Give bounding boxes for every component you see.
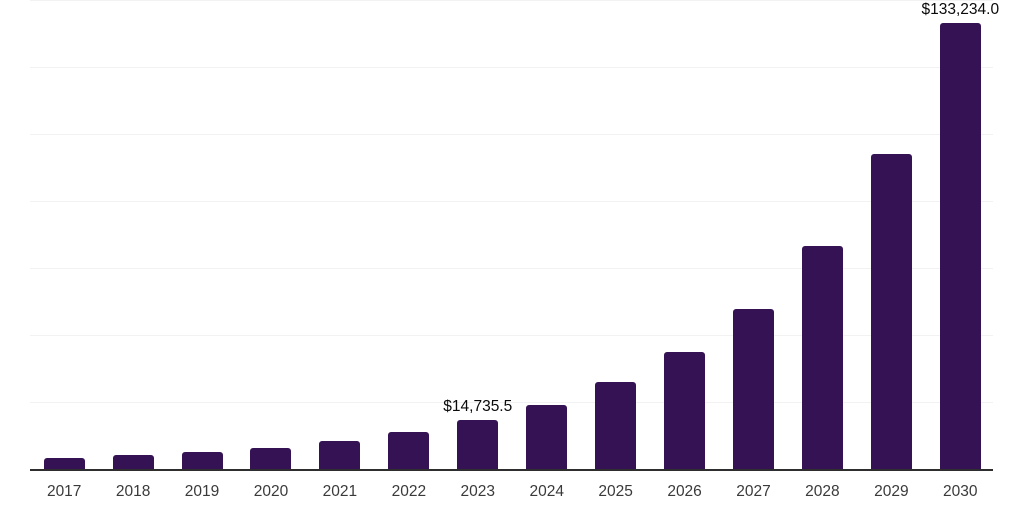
x-tick-label-2027: 2027 [736, 483, 771, 500]
bar-2030 [939, 22, 981, 469]
gridline [30, 134, 993, 135]
gridline [30, 0, 993, 1]
bar-2024 [526, 404, 568, 469]
x-tick-label-2030: 2030 [943, 483, 978, 500]
bar-2022 [388, 431, 430, 469]
bar-2025 [595, 382, 637, 469]
gridline [30, 335, 993, 336]
bar-2027 [733, 308, 774, 469]
gridline [30, 402, 993, 403]
x-tick-label-2024: 2024 [529, 483, 564, 500]
x-tick-label-2026: 2026 [667, 483, 702, 500]
bar-2026 [664, 352, 706, 469]
x-tick-label-2023: 2023 [460, 483, 496, 500]
bar-2023 [457, 419, 499, 469]
bar-2029 [870, 154, 912, 469]
bar-2020 [250, 447, 292, 469]
x-tick-label-2025: 2025 [598, 483, 633, 500]
x-tick-label-2020: 2020 [253, 483, 289, 500]
data-label-2030: $133,234.0 [921, 0, 1000, 18]
x-tick-label-2022: 2022 [391, 483, 427, 500]
x-tick-label-2017: 2017 [46, 483, 82, 500]
x-tick-label-2028: 2028 [805, 483, 840, 500]
plot-area: $14,735.5 $133,234.0 [30, 0, 999, 471]
data-label-2023: $14,735.5 [443, 397, 513, 415]
bar-2019 [181, 452, 223, 469]
bar-2021 [319, 441, 361, 469]
gridline [30, 67, 993, 68]
gridline [30, 201, 993, 202]
x-tick-label-2018: 2018 [115, 483, 151, 500]
x-axis: 2017 2018 2019 2020 2021 2022 2023 2024 2025 2026… [30, 471, 993, 512]
gridline [30, 268, 993, 269]
x-tick-label-2029: 2029 [874, 483, 909, 500]
x-tick-label-2019: 2019 [184, 483, 220, 500]
bar-2028 [801, 245, 843, 469]
x-tick-label-2021: 2021 [322, 483, 358, 500]
bar-2017 [43, 457, 85, 469]
bar-2018 [112, 455, 154, 469]
